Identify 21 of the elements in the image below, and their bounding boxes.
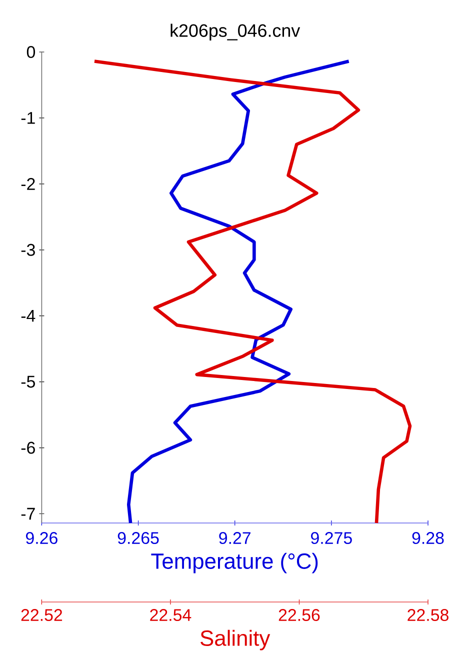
y-tick-label: -5 xyxy=(21,376,35,388)
y-tick-label: -3 xyxy=(21,244,35,256)
y-tick-label: -4 xyxy=(21,310,36,322)
x-axis-title: Temperature (°C) xyxy=(151,552,318,574)
y-tick-label: -1 xyxy=(21,112,35,124)
x-tick-label: 9.26 xyxy=(26,532,58,544)
x2-axis-title: Salinity xyxy=(200,630,270,650)
x-tick-label: 9.28 xyxy=(412,532,444,544)
y-tick-label: -2 xyxy=(21,178,35,190)
y-tick-label: 0 xyxy=(26,46,36,58)
x-tick-label: 9.275 xyxy=(311,532,352,544)
line-series xyxy=(126,60,350,525)
y-tick-label: -7 xyxy=(21,508,35,520)
x2-tick-label: 22.58 xyxy=(408,609,448,622)
y-tick-label: -6 xyxy=(21,442,35,454)
x2-tick-label: 22.56 xyxy=(278,609,320,622)
x-tick-label: 9.265 xyxy=(118,532,159,544)
x2-tick-label: 22.52 xyxy=(21,609,62,622)
x2-tick-label: 22.54 xyxy=(150,609,192,622)
chart-title: k206ps_046.cnv xyxy=(170,24,300,40)
x-tick-label: 9.27 xyxy=(219,532,250,544)
